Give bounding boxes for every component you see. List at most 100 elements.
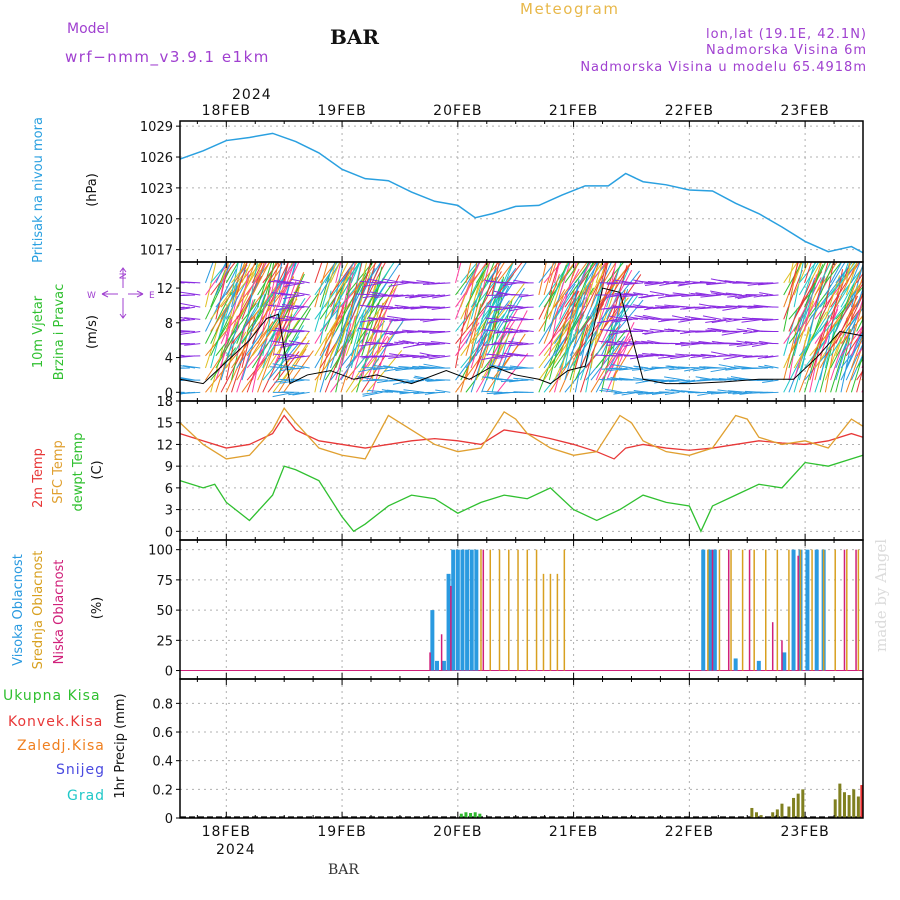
wind-barb (428, 391, 446, 394)
wind-barb (251, 262, 271, 296)
wind-barb (595, 341, 625, 393)
wind-barb (314, 262, 329, 308)
wind-barb (273, 306, 295, 311)
cloud-bar-high (712, 549, 717, 671)
wind-barb (595, 262, 603, 283)
wind-barb (757, 355, 774, 360)
wind-barb (600, 318, 623, 323)
wind-barb (644, 282, 659, 285)
wind-barb (418, 365, 440, 369)
wind-barb (698, 303, 717, 308)
wind-barb (455, 262, 488, 308)
wind-barb (835, 286, 863, 320)
wind-barb (267, 304, 289, 308)
precip-bar (459, 813, 463, 818)
wind-barb (513, 377, 534, 381)
wind-barb (225, 262, 239, 284)
wind-barb (861, 363, 863, 369)
wind-barb (345, 262, 361, 284)
cloud-bar-high (455, 549, 460, 671)
wind-barb (402, 367, 425, 370)
wind-barb (845, 307, 863, 332)
wind-barb (350, 262, 363, 308)
wind-barb (819, 262, 835, 296)
y-tick-label: 6 (165, 482, 173, 497)
wind-barb (856, 272, 863, 284)
wind-barb (675, 330, 690, 332)
wind-barb (496, 283, 525, 320)
wind-barb (725, 292, 743, 296)
wind-barb (705, 318, 727, 324)
wind-barb (508, 331, 529, 334)
wind-barb (711, 351, 732, 357)
wind-barb (460, 262, 479, 284)
wind-barb (262, 355, 281, 393)
wind-barb (564, 262, 581, 284)
wind-barb (294, 305, 310, 308)
wind-barb (497, 342, 519, 345)
wind-barb (481, 271, 502, 308)
wind-barb (340, 350, 355, 393)
wind-barb (262, 262, 280, 284)
wind-barb (279, 378, 295, 381)
wind-barb (759, 292, 774, 296)
wind-barb (500, 306, 519, 310)
wind-barb (654, 366, 675, 369)
wind-barb (824, 262, 842, 284)
wind-barb (809, 266, 850, 320)
wind-barb (819, 335, 831, 381)
wind-barb (861, 291, 863, 296)
wind-barb (366, 308, 388, 344)
wind-barb (416, 280, 435, 284)
cloud-bar-high (446, 573, 451, 671)
wind-barb (608, 367, 628, 372)
wind-barb (690, 292, 706, 296)
wind-barb (716, 293, 737, 296)
wind-barb (554, 316, 591, 369)
wind-barb (725, 342, 743, 345)
wind-barb (758, 365, 774, 369)
wind-barb (350, 262, 361, 284)
wind-barb (470, 302, 488, 356)
wind-barb (665, 282, 685, 285)
y-tick-label: 1026 (140, 151, 173, 166)
wind-barb (690, 354, 711, 357)
wind-barb (272, 281, 297, 344)
wind-barb (210, 346, 224, 393)
wind-barb (850, 324, 863, 357)
wind-barb (861, 377, 863, 381)
wind-barb (283, 262, 300, 296)
wind-barb (288, 391, 305, 396)
wind-barb (382, 294, 399, 297)
wind-barb (361, 263, 400, 320)
y-tick-label: 0 (165, 665, 173, 680)
wind-barb (700, 306, 722, 310)
wind-barb (387, 294, 404, 297)
wind-barb (392, 379, 414, 385)
pressure-line (179, 132, 864, 254)
chart-title: Meteogram (520, 0, 619, 18)
wind-barb (606, 367, 623, 370)
wind-barb (804, 262, 816, 296)
time-label-bottom: 22FEB (665, 824, 714, 840)
wind-barb (361, 298, 381, 356)
wind-barb (460, 332, 487, 381)
wind-barb (180, 306, 185, 309)
wind-barb (335, 329, 352, 369)
wind-barb (335, 262, 342, 283)
wind-barb (356, 309, 367, 356)
wind-barb (559, 334, 586, 393)
wind-barb (486, 262, 503, 284)
wind-barb (236, 321, 274, 381)
wind-barb (788, 262, 794, 283)
wind-barb (564, 262, 597, 308)
wind-barb (669, 379, 690, 383)
wind-barb (435, 379, 451, 381)
wind-barb (361, 262, 368, 283)
wind-barb (743, 331, 758, 334)
wind-barb (356, 262, 374, 296)
wind-barb (225, 350, 246, 393)
wind-barb (595, 328, 628, 369)
wind-barb (429, 331, 451, 334)
precip-bar (750, 807, 754, 818)
